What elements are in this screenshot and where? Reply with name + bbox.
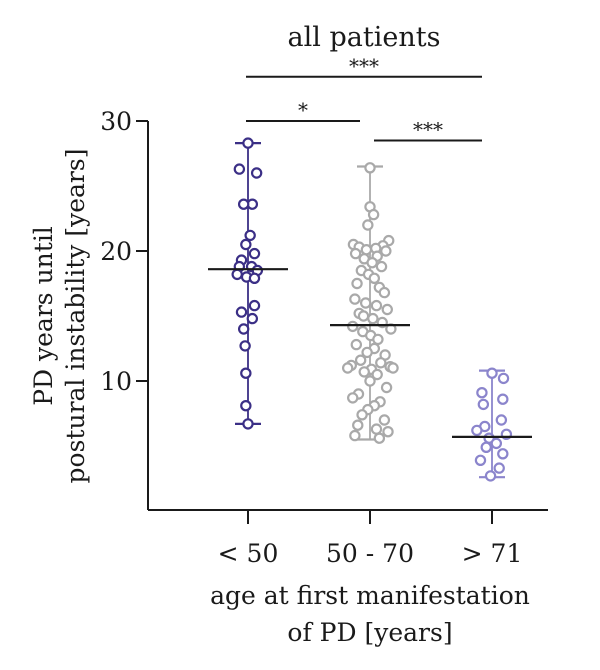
x-tick-label-2: > 71 xyxy=(462,539,523,568)
y-tick-label-1: 20 xyxy=(100,237,132,266)
data-point-0-7 xyxy=(248,247,261,260)
data-point-1-37 xyxy=(361,346,373,359)
x-tick-label-1: 50 - 70 xyxy=(326,539,414,568)
y-axis: 10 20 30 xyxy=(100,107,149,510)
x-axis: < 50 50 - 70 > 71 xyxy=(148,509,548,568)
data-point-1-47 xyxy=(371,368,383,381)
data-point-1-27 xyxy=(357,310,370,322)
x-axis-title-line-1: age at first manifestation xyxy=(210,581,530,610)
data-point-1-19 xyxy=(351,277,363,290)
data-point-0-2 xyxy=(250,167,263,179)
data-point-1-51 xyxy=(347,392,359,404)
data-point-1-21 xyxy=(378,286,391,299)
data-point-0-1 xyxy=(233,163,246,175)
range-bars xyxy=(235,142,505,479)
data-point-1-2 xyxy=(367,208,380,221)
data-point-1-40 xyxy=(375,357,387,369)
data-point-2-7 xyxy=(471,424,483,437)
data-point-1-23 xyxy=(359,297,372,309)
data-point-1-18 xyxy=(368,272,381,284)
data-points xyxy=(231,137,513,482)
data-point-1-24 xyxy=(370,299,383,312)
data-point-1-57 xyxy=(352,419,364,431)
data-point-0-17 xyxy=(246,312,259,325)
data-point-0-20 xyxy=(240,367,252,379)
data-point-1-61 xyxy=(373,432,386,444)
data-point-0-5 xyxy=(244,229,256,242)
data-point-2-0 xyxy=(486,367,498,379)
data-point-1-3 xyxy=(362,219,374,231)
data-point-0-4 xyxy=(237,198,250,210)
data-point-0-16 xyxy=(235,306,248,318)
data-point-1-14 xyxy=(366,257,378,269)
data-point-1-35 xyxy=(350,338,363,351)
data-point-1-49 xyxy=(380,381,393,394)
data-point-1-43 xyxy=(341,362,354,374)
data-point-1-15 xyxy=(375,260,388,273)
chart-title: all patients xyxy=(288,22,441,53)
median-lines xyxy=(208,268,532,438)
y-tick-label-2: 30 xyxy=(100,107,132,136)
data-point-1-56 xyxy=(378,414,391,426)
data-point-2-3 xyxy=(497,393,509,405)
data-point-1-25 xyxy=(381,303,393,316)
data-point-0-6 xyxy=(240,238,252,251)
data-point-0-19 xyxy=(239,340,251,352)
data-point-2-4 xyxy=(477,398,490,411)
data-point-1-9 xyxy=(360,243,373,256)
x-tick-label-0: < 50 xyxy=(218,539,279,568)
significance-annotations: ******* xyxy=(246,54,482,142)
significance-label-0: *** xyxy=(349,54,379,78)
data-point-2-5 xyxy=(495,414,508,426)
data-point-0-12 xyxy=(231,268,243,281)
data-point-1-59 xyxy=(382,426,394,438)
data-point-2-15 xyxy=(484,470,497,482)
data-point-2-13 xyxy=(474,454,487,466)
data-point-2-2 xyxy=(476,387,488,399)
data-point-0-18 xyxy=(237,323,250,335)
data-point-2-10 xyxy=(490,437,503,450)
data-point-1-55 xyxy=(356,409,368,421)
data-point-2-1 xyxy=(497,372,510,385)
data-point-0-14 xyxy=(248,272,261,284)
y-tick-label-0: 10 xyxy=(100,367,132,396)
data-point-1-60 xyxy=(349,429,361,442)
data-point-1-46 xyxy=(358,366,370,378)
data-point-0-0 xyxy=(242,137,254,149)
data-point-1-0 xyxy=(364,162,376,174)
significance-label-2: *** xyxy=(413,118,443,142)
data-point-2-12 xyxy=(497,448,509,460)
data-point-0-15 xyxy=(248,299,261,312)
data-point-1-44 xyxy=(387,362,399,374)
y-axis-title-line-1: PD years until xyxy=(29,226,58,406)
x-axis-title-line-2: of PD [years] xyxy=(287,618,452,647)
data-point-0-22 xyxy=(242,418,254,430)
data-point-1-28 xyxy=(367,312,379,325)
data-point-1-58 xyxy=(370,423,383,435)
data-point-1-30 xyxy=(347,320,359,333)
data-point-1-48 xyxy=(364,375,376,387)
data-point-1-22 xyxy=(349,293,361,305)
data-point-1-11 xyxy=(349,247,362,260)
data-point-1-10 xyxy=(380,245,392,257)
significance-label-1: * xyxy=(298,98,308,122)
data-point-1-39 xyxy=(354,354,367,366)
data-point-2-14 xyxy=(493,462,505,474)
data-point-1-34 xyxy=(372,333,384,346)
data-point-0-21 xyxy=(240,400,252,412)
data-point-2-11 xyxy=(480,441,492,453)
y-axis-title-line-2: postural instability [years] xyxy=(61,149,90,484)
